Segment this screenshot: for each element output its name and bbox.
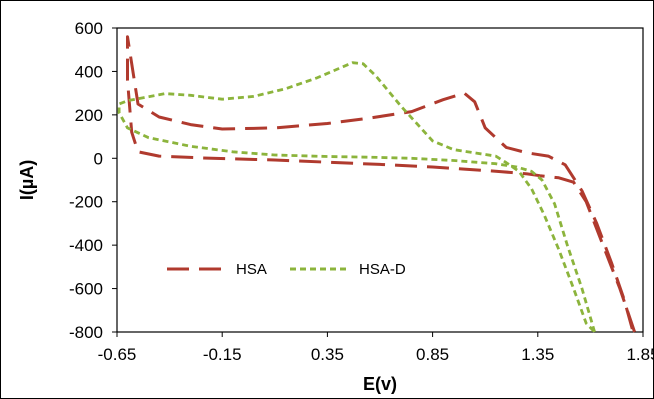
series-line-hsa bbox=[126, 35, 637, 333]
y-tick-label: 0 bbox=[94, 149, 103, 168]
plot-area bbox=[116, 27, 644, 333]
y-tick-label: -400 bbox=[69, 236, 103, 255]
legend-label-hsa: HSA bbox=[236, 261, 267, 278]
legend-label-hsa-d: HSA-D bbox=[359, 261, 406, 278]
x-tick-label: -0.15 bbox=[203, 345, 242, 364]
y-tick-label: -800 bbox=[69, 323, 103, 342]
y-axis-title: I(µA) bbox=[17, 160, 37, 200]
series-layer bbox=[117, 35, 637, 333]
x-tick-label: 1.85 bbox=[626, 345, 653, 364]
y-tick-label: -200 bbox=[69, 193, 103, 212]
y-tick-label: 400 bbox=[75, 62, 103, 81]
y-tick-label: 200 bbox=[75, 106, 103, 125]
x-tick-label: -0.65 bbox=[98, 345, 137, 364]
y-tick-label: -600 bbox=[69, 280, 103, 299]
x-tick-labels: -0.65 -0.15 0.35 0.85 1.35 1.85 bbox=[98, 345, 653, 364]
x-tick-label: 0.85 bbox=[416, 345, 449, 364]
y-tick-labels: 600 400 200 0 -200 -400 -600 -800 bbox=[69, 19, 103, 342]
axis-tick-marks bbox=[112, 27, 644, 337]
x-tick-label: 0.35 bbox=[311, 345, 344, 364]
series-line-hsa-d bbox=[117, 61, 596, 333]
y-tick-label: 600 bbox=[75, 19, 103, 38]
x-axis-title: E(v) bbox=[363, 374, 397, 394]
x-tick-label: 1.35 bbox=[521, 345, 554, 364]
legend: HSA HSA-D bbox=[167, 261, 406, 278]
